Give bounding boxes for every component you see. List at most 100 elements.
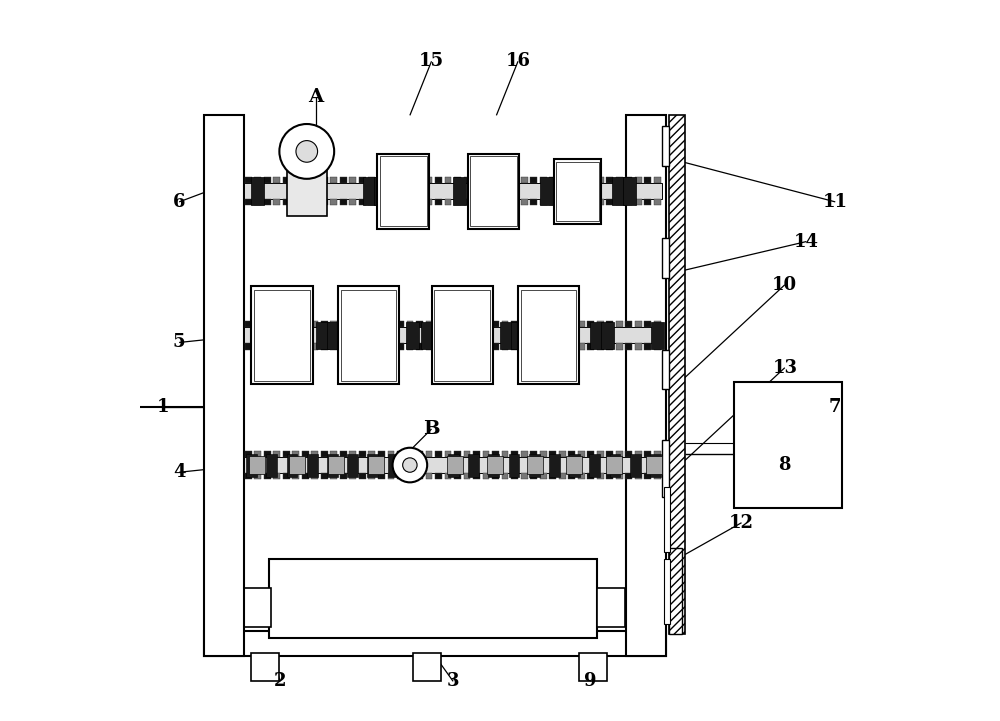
Bar bbox=[368, 343, 375, 350]
Bar bbox=[254, 343, 261, 350]
Bar bbox=[669, 115, 685, 634]
Bar bbox=[625, 343, 632, 350]
Bar bbox=[349, 343, 356, 350]
Text: A: A bbox=[309, 89, 324, 106]
Bar bbox=[587, 177, 594, 183]
Bar bbox=[635, 321, 642, 327]
Bar bbox=[579, 653, 607, 681]
Bar bbox=[625, 321, 632, 327]
Bar bbox=[416, 451, 423, 457]
Bar bbox=[473, 473, 480, 479]
Bar bbox=[327, 322, 340, 349]
Bar bbox=[435, 321, 442, 327]
Text: 4: 4 bbox=[173, 464, 185, 481]
Bar bbox=[549, 177, 556, 183]
Bar bbox=[587, 451, 594, 457]
Bar bbox=[511, 322, 524, 349]
Bar bbox=[521, 473, 528, 479]
Bar bbox=[292, 321, 299, 327]
Bar bbox=[435, 177, 442, 183]
Bar bbox=[568, 177, 575, 183]
Text: 1: 1 bbox=[157, 399, 170, 416]
Bar bbox=[292, 473, 299, 479]
Bar bbox=[606, 343, 613, 350]
Bar bbox=[473, 343, 480, 350]
Bar bbox=[453, 177, 466, 205]
Bar bbox=[511, 451, 518, 457]
Bar bbox=[502, 321, 508, 327]
Bar bbox=[502, 343, 508, 350]
Bar bbox=[251, 286, 313, 384]
Bar bbox=[283, 451, 290, 457]
Bar bbox=[625, 473, 632, 479]
Bar bbox=[654, 343, 661, 350]
Bar bbox=[407, 473, 413, 479]
Bar bbox=[368, 473, 375, 479]
Bar bbox=[321, 343, 328, 350]
Bar bbox=[397, 343, 404, 350]
Bar bbox=[328, 456, 344, 474]
Bar bbox=[266, 454, 277, 477]
Bar bbox=[606, 456, 622, 474]
Bar bbox=[549, 473, 556, 479]
Bar bbox=[363, 177, 376, 205]
Bar bbox=[349, 321, 356, 327]
Bar bbox=[492, 473, 499, 479]
Bar bbox=[454, 177, 461, 183]
Bar bbox=[597, 199, 604, 205]
Bar bbox=[407, 321, 413, 327]
Bar bbox=[530, 473, 537, 479]
Bar bbox=[530, 177, 537, 183]
Bar bbox=[340, 343, 347, 350]
Bar bbox=[473, 199, 480, 205]
Bar bbox=[204, 631, 666, 656]
Bar bbox=[388, 199, 394, 205]
Bar bbox=[408, 456, 424, 474]
Bar bbox=[368, 451, 375, 457]
Text: 3: 3 bbox=[447, 673, 459, 690]
Bar bbox=[273, 451, 280, 457]
Bar bbox=[492, 177, 499, 183]
Bar bbox=[254, 321, 261, 327]
Bar bbox=[606, 321, 613, 327]
Bar bbox=[368, 321, 375, 327]
Bar bbox=[650, 454, 661, 477]
Bar bbox=[367, 454, 378, 477]
Bar bbox=[264, 321, 271, 327]
Bar bbox=[330, 321, 337, 327]
Bar bbox=[511, 473, 518, 479]
Bar bbox=[664, 559, 670, 624]
Bar bbox=[502, 473, 508, 479]
Bar bbox=[483, 177, 489, 183]
Bar bbox=[473, 451, 480, 457]
Bar bbox=[397, 177, 404, 183]
Bar bbox=[244, 183, 662, 199]
Bar bbox=[397, 473, 404, 479]
Bar bbox=[464, 177, 470, 183]
Bar bbox=[464, 451, 470, 457]
Bar bbox=[468, 454, 479, 477]
Bar bbox=[606, 177, 613, 183]
Bar bbox=[378, 321, 385, 327]
Bar bbox=[273, 177, 280, 183]
Bar bbox=[378, 177, 385, 183]
Bar bbox=[368, 199, 375, 205]
Bar bbox=[454, 451, 461, 457]
Bar bbox=[646, 456, 662, 474]
Bar bbox=[568, 321, 575, 327]
Bar bbox=[435, 343, 442, 350]
Bar bbox=[292, 451, 299, 457]
Bar bbox=[654, 199, 661, 205]
Bar bbox=[311, 473, 318, 479]
Bar bbox=[502, 177, 508, 183]
Bar bbox=[397, 199, 404, 205]
Bar bbox=[292, 343, 299, 350]
Bar bbox=[492, 321, 499, 327]
Bar bbox=[521, 343, 528, 350]
Bar bbox=[597, 588, 625, 627]
Bar bbox=[289, 456, 305, 474]
Bar bbox=[368, 456, 384, 474]
Bar bbox=[556, 162, 599, 221]
Bar bbox=[559, 451, 566, 457]
Bar bbox=[388, 321, 394, 327]
